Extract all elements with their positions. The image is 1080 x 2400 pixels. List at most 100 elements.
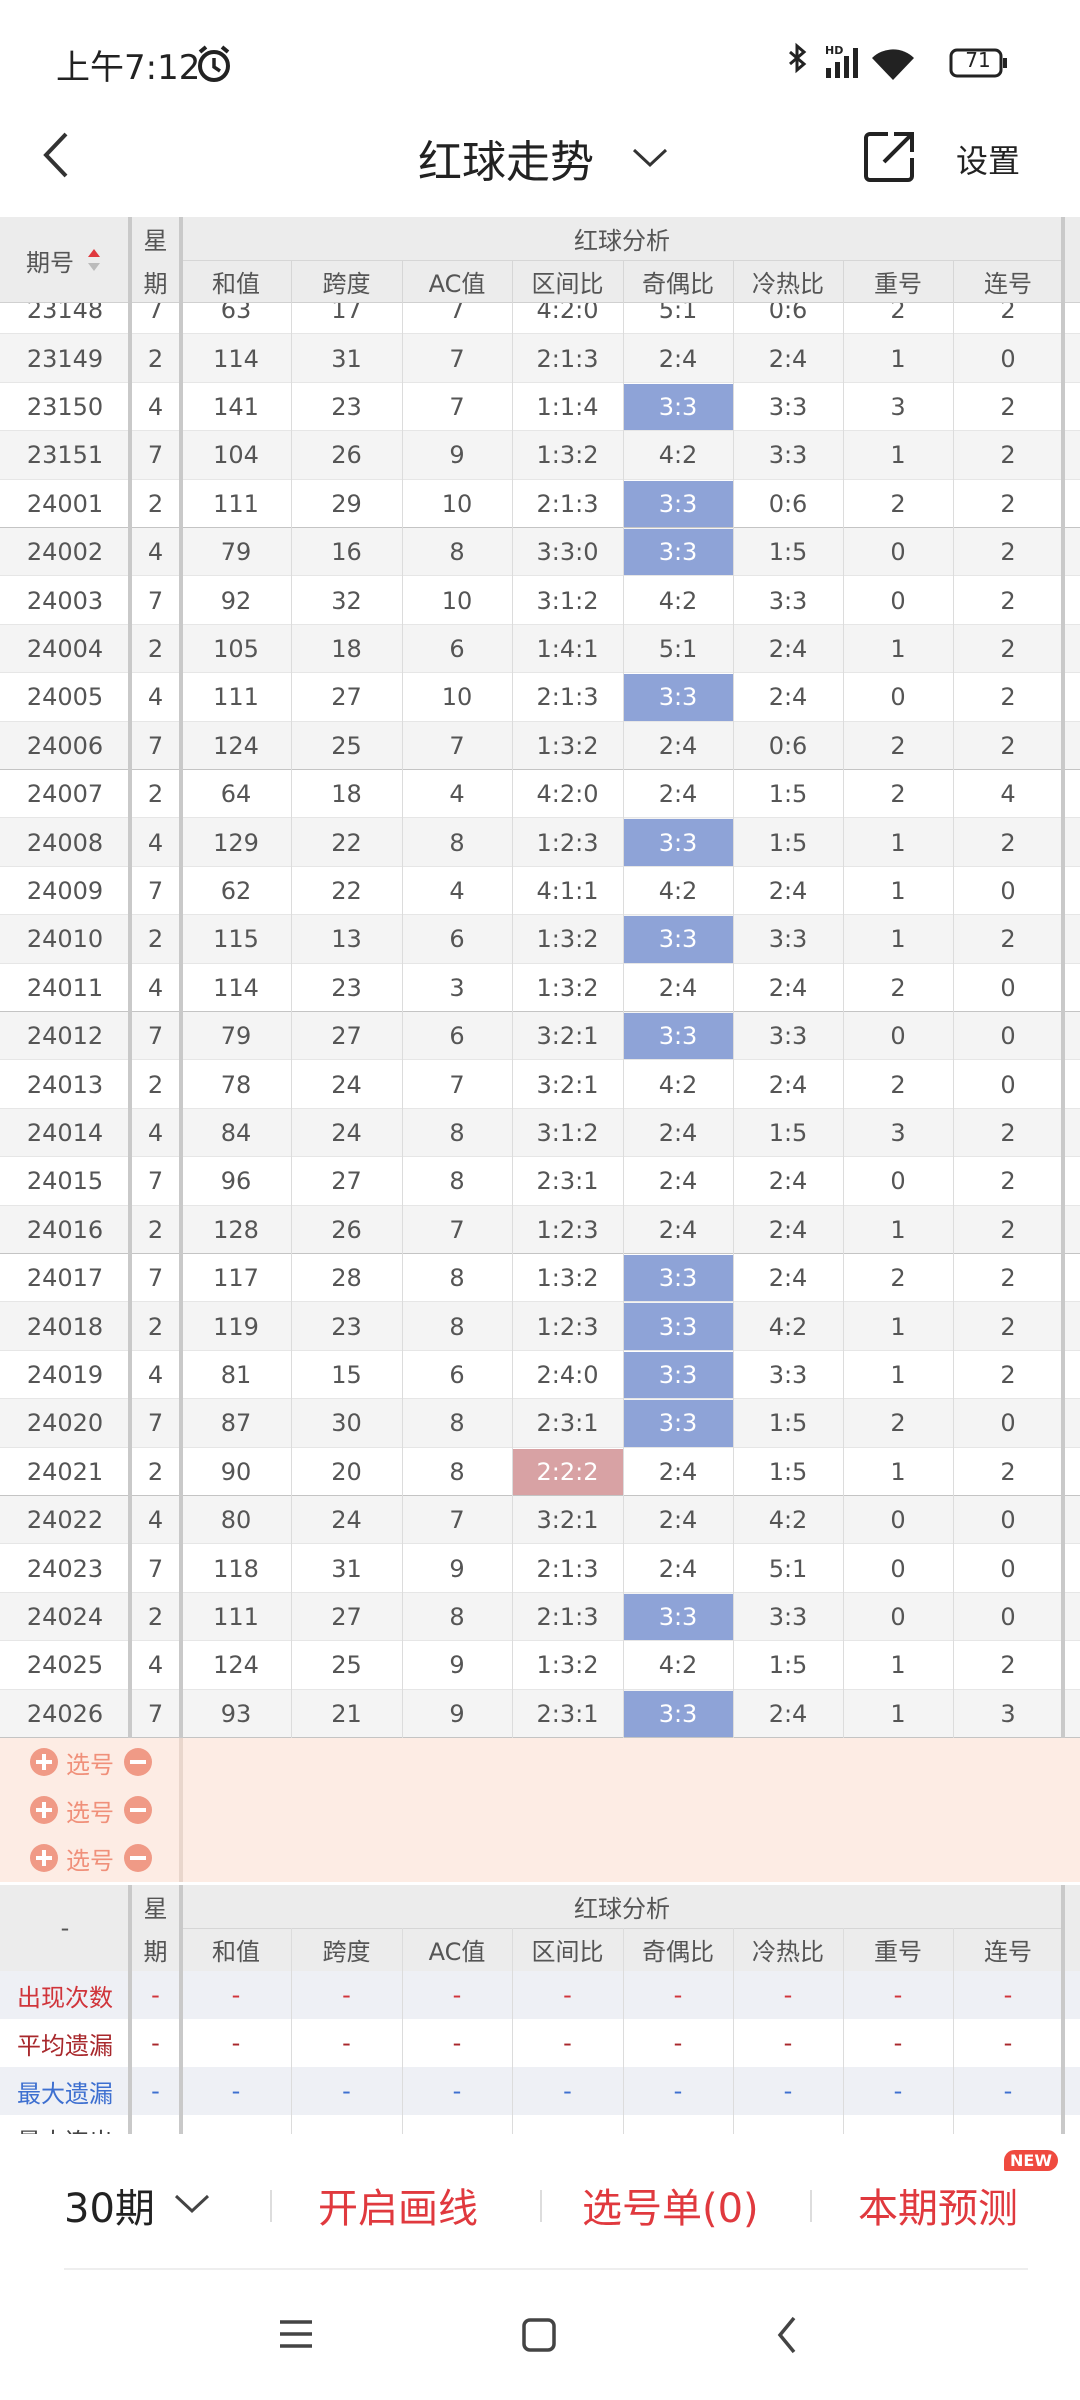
column-divider — [953, 260, 954, 303]
table-cell: 1:5 — [768, 538, 808, 567]
table-cell: 1:5 — [768, 828, 808, 857]
nav-bar — [280, 2316, 796, 2354]
table-cell: 10 — [441, 683, 473, 712]
table-cell: 7 — [147, 731, 164, 760]
table-cell: 3:3 — [623, 1303, 733, 1350]
table-cell: 3 — [890, 1118, 906, 1147]
table-cell: 2:4 — [768, 1070, 808, 1099]
table-cell: 24002 — [26, 538, 104, 567]
table-cell: 4:2 — [658, 1651, 698, 1680]
table-cell: 23150 — [26, 392, 104, 421]
table-cell: 2:4 — [768, 876, 808, 905]
prediction-button[interactable]: 本期预测 — [858, 2186, 1018, 2232]
table-cell: 1:1:4 — [536, 392, 599, 421]
table-cell: 2:4 — [658, 1118, 698, 1147]
table-cell: 2:4 — [768, 973, 808, 1002]
pick-list-button[interactable]: 选号单(0) — [582, 2186, 759, 2232]
table-cell: 3:3 — [623, 383, 733, 431]
table-cell: 4 — [147, 1360, 164, 1389]
table-cell: 2:1:3 — [536, 344, 599, 373]
group-header: 红球分析 — [574, 1895, 670, 1923]
stat-cell: - — [673, 2029, 683, 2057]
table-cell: 114 — [213, 973, 259, 1002]
table-cell: 7 — [449, 1070, 465, 1099]
table-cell: 24019 — [26, 1360, 104, 1389]
column-divider — [128, 286, 132, 1738]
stat-cell: - — [452, 2077, 462, 2105]
period-dropdown[interactable] — [172, 2190, 212, 2216]
table-cell: 1:3:2 — [536, 1651, 599, 1680]
table-cell: 7 — [147, 1554, 164, 1583]
table-cell: 10 — [441, 489, 473, 518]
table-cell: 84 — [220, 1118, 252, 1147]
table-cell: 1:5 — [768, 1118, 808, 1147]
table-cell: 128 — [213, 1215, 259, 1244]
table-cell: 8 — [449, 1409, 465, 1438]
table-cell: 24013 — [26, 1070, 104, 1099]
column-header: 和值 — [212, 270, 260, 298]
table-cell: 27 — [331, 1167, 362, 1196]
period-selector[interactable]: 30期 — [64, 2186, 155, 2232]
table-cell: 2:4 — [658, 1506, 698, 1535]
stat-label: 出现次数 — [17, 1983, 113, 2012]
table-cell: 18 — [331, 780, 362, 809]
table-cell: 7 — [449, 392, 465, 421]
page-title[interactable]: 红球走势 — [418, 137, 594, 188]
table-cell: 26 — [331, 1215, 362, 1244]
table-cell: 24010 — [26, 925, 104, 954]
table-cell: 0 — [1000, 876, 1016, 905]
sort-icon[interactable] — [86, 247, 102, 273]
table-cell: 0 — [1000, 1409, 1016, 1438]
table-cell: 26 — [331, 441, 362, 470]
table-cell: 7 — [449, 731, 465, 760]
table-cell: 24016 — [26, 1215, 104, 1244]
column-divider — [843, 1928, 844, 2134]
stat-cell: - — [733, 2115, 843, 2134]
table-cell: 2 — [890, 489, 906, 518]
table-cell: 2:4 — [768, 683, 808, 712]
table-cell: 3:3 — [623, 1013, 733, 1060]
table-cell: 5:1 — [768, 1554, 808, 1583]
stat-label: 最大连出 — [0, 2115, 130, 2135]
stat-label: 平均遗漏 — [17, 2031, 113, 2060]
table-cell: 6 — [449, 634, 465, 663]
table-cell: 2 — [890, 1409, 906, 1438]
table-cell: 80 — [220, 1506, 252, 1535]
table-cell: 0 — [890, 1602, 906, 1631]
table-cell: 2:3:1 — [536, 1167, 599, 1196]
table-cell: 0:6 — [768, 731, 808, 760]
table-cell: 2 — [147, 780, 164, 809]
draw-lines-button[interactable]: 开启画线 — [318, 2186, 478, 2232]
divider — [810, 2190, 812, 2222]
table-cell: 4 — [147, 828, 164, 857]
column-divider — [843, 286, 844, 1738]
table-cell: 3:3 — [623, 819, 733, 866]
column-divider — [512, 1928, 513, 2134]
back-button[interactable] — [36, 130, 76, 180]
table-cell: 2 — [1000, 1167, 1016, 1196]
table-cell: 2 — [1000, 683, 1016, 712]
battery-level: 71 — [965, 48, 991, 72]
new-badge: NEW — [1004, 2150, 1058, 2171]
table-cell: 24 — [331, 1070, 362, 1099]
data-rows: 23148 7 63 17 7 4:2:0 5:1 0:6 2 2 23149 2 114 31 7 2:1:… — [0, 286, 1080, 1738]
table-cell: 13 — [331, 925, 362, 954]
table-cell: 1:3:2 — [536, 925, 599, 954]
table-cell: 8 — [449, 828, 465, 857]
table-cell: 3:2:1 — [536, 1022, 599, 1051]
table-cell: 2:1:3 — [536, 683, 599, 712]
table-cell: 24001 — [26, 489, 104, 518]
column-header: 区间比 — [531, 1938, 604, 1966]
table-cell: 8 — [449, 1264, 465, 1293]
table-cell: 2 — [147, 1312, 164, 1341]
stat-cell: - — [342, 2077, 351, 2105]
settings-button[interactable]: 设置 — [956, 142, 1021, 180]
table-cell: 1 — [890, 925, 906, 954]
issue-header: 期号 — [26, 248, 74, 277]
table-cell: 2:4 — [658, 1167, 698, 1196]
stat-cell: - — [623, 2115, 733, 2134]
share-button[interactable] — [862, 128, 918, 184]
title-dropdown[interactable] — [630, 144, 670, 170]
stat-cell: - — [893, 2029, 903, 2057]
table-cell: 2:1:3 — [536, 1554, 599, 1583]
